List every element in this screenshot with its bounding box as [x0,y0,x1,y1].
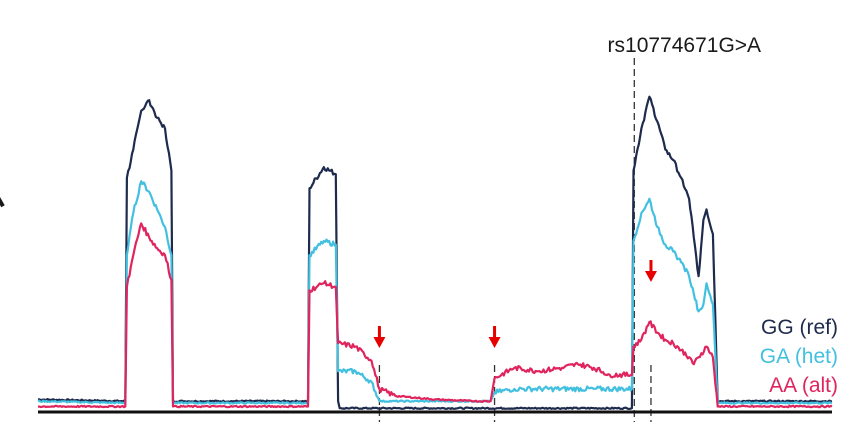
variant-annotation: rs10774671G>A [608,34,762,57]
coverage-series [37,95,833,410]
splice-arrow-2 [488,326,501,348]
series-line-aa [37,222,833,409]
splice-arrows [373,260,657,348]
splice-arrow-1 [373,326,386,348]
legend-item-gg: GG (ref) [761,316,838,339]
series-line-gg [38,95,833,410]
legend-item-ga: GA (het) [760,345,838,368]
splice-arrow-3 [644,260,657,282]
legend: GG (ref) GA (het) AA (alt) [760,316,838,397]
legend-item-aa: AA (alt) [769,374,838,397]
series-line-ga [37,180,833,405]
